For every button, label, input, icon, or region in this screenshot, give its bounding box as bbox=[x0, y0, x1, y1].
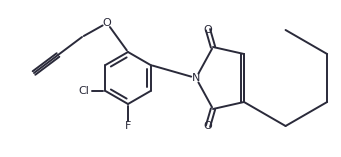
Text: Cl: Cl bbox=[78, 86, 89, 96]
Text: F: F bbox=[125, 121, 131, 131]
Text: N: N bbox=[192, 73, 200, 83]
Text: O: O bbox=[204, 121, 212, 131]
Text: O: O bbox=[204, 25, 212, 35]
Text: O: O bbox=[103, 18, 112, 28]
